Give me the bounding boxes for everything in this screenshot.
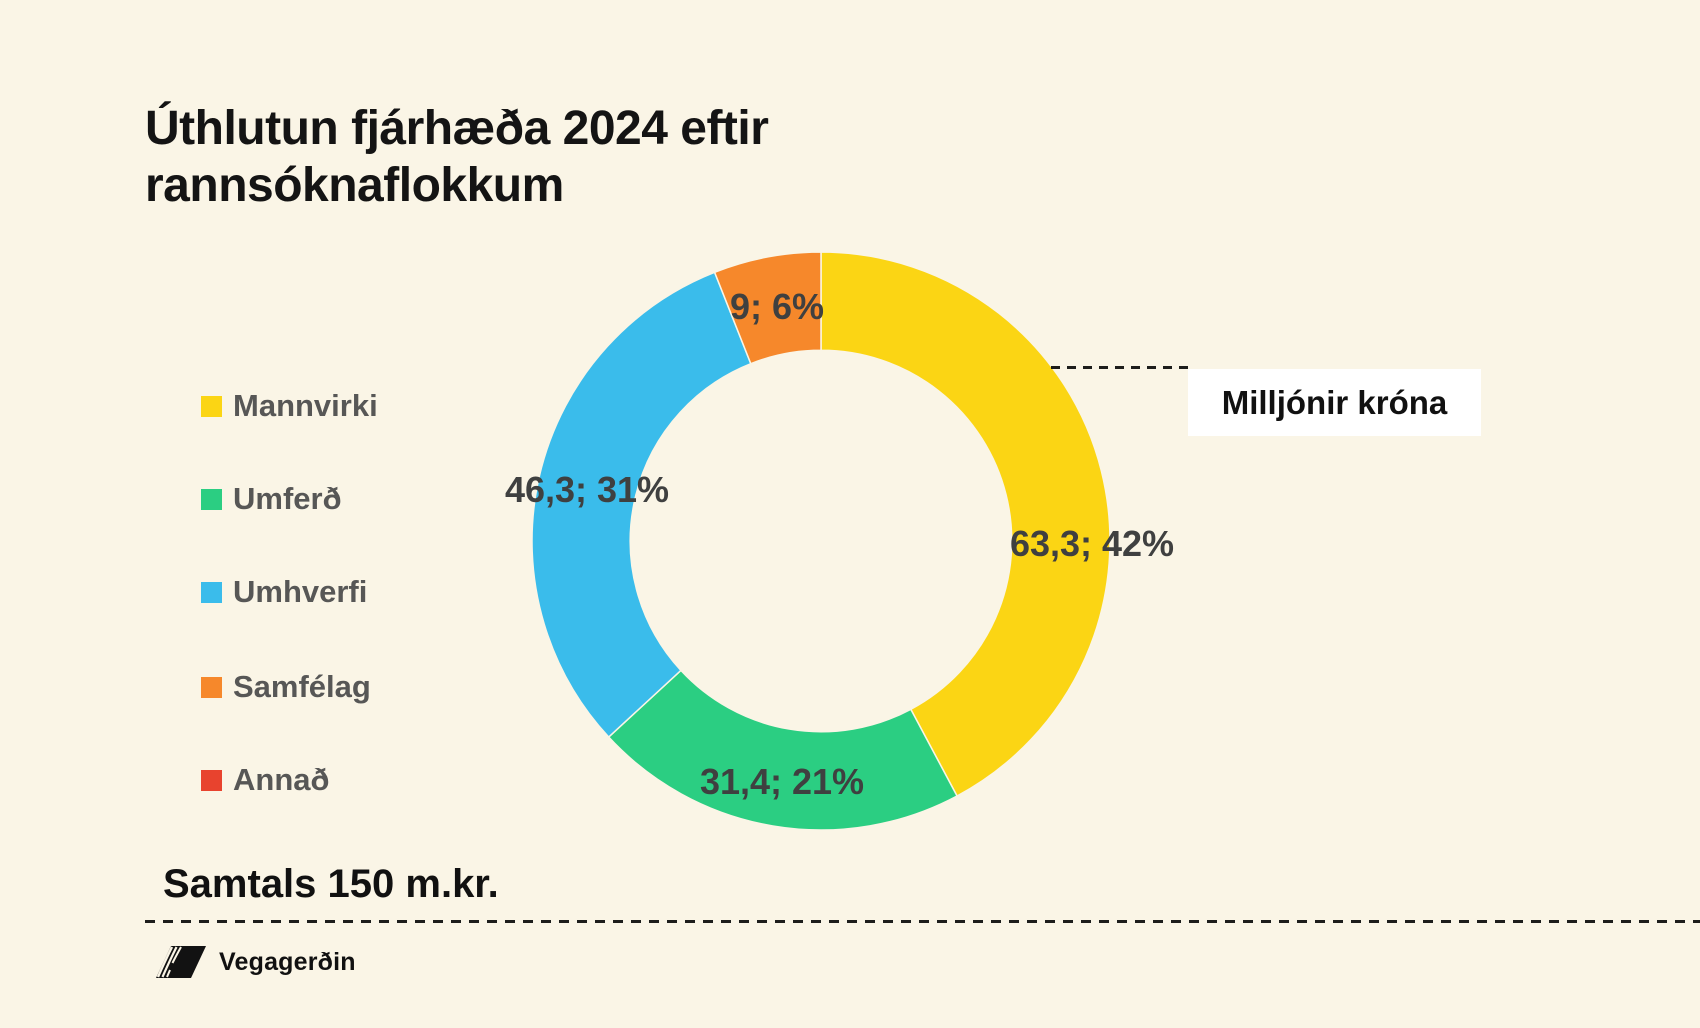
legend-item-samfelag: Samfélag <box>201 669 371 705</box>
legend-label-samfelag: Samfélag <box>233 669 371 704</box>
data-label-umferd: 31,4; 21% <box>699 761 865 802</box>
vegagerdin-logo-icon <box>156 946 206 978</box>
brand-footer: Vegagerðin <box>155 944 356 980</box>
donut-slice-mannvirki <box>820 251 1111 797</box>
brand-name: Vegagerðin <box>219 947 356 976</box>
data-label-umhverfi: 46,3; 31% <box>504 469 670 510</box>
legend-item-annad: Annað <box>201 762 329 798</box>
legend-swatch-umhverfi <box>201 581 222 603</box>
total-label: Samtals 150 m.kr. <box>163 862 499 906</box>
legend-item-umferd: Umferð <box>201 481 342 517</box>
chart-title: Úthlutun fjárhæða 2024 eftir rannsóknafl… <box>145 102 769 212</box>
legend-label-mannvirki: Mannvirki <box>233 388 378 423</box>
footer-dashed-line <box>145 920 1700 923</box>
donut-slice-umferð <box>607 669 959 831</box>
legend-item-mannvirki: Mannvirki <box>201 388 378 424</box>
donut-slice-umhverfi <box>531 271 752 739</box>
legend-swatch-umferd <box>201 488 222 510</box>
donut-slice-samfélag <box>713 251 822 365</box>
legend-label-umferd: Umferð <box>233 481 342 516</box>
donut-chart <box>511 231 1131 851</box>
donut-chart-svg <box>531 251 1111 831</box>
legend-swatch-samfelag <box>201 676 222 698</box>
legend-label-annad: Annað <box>233 762 330 797</box>
legend-item-umhverfi: Umhverfi <box>201 574 367 610</box>
annotation-dashed-line <box>1051 366 1189 369</box>
legend-label-umhverfi: Umhverfi <box>233 574 368 609</box>
data-label-mannvirki: 63,3; 42% <box>1009 523 1175 564</box>
legend-swatch-annad <box>201 769 222 791</box>
legend-swatch-mannvirki <box>201 395 222 417</box>
data-label-samfelag: 9; 6% <box>729 286 825 327</box>
unit-annotation-box: Milljónir króna <box>1188 369 1481 436</box>
